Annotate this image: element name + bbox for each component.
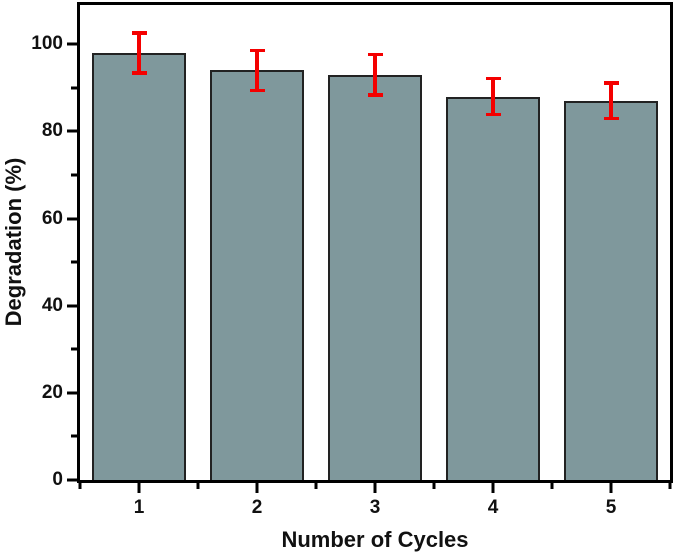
x-minor-tick	[314, 483, 318, 489]
bar	[91, 52, 187, 480]
x-tick-label: 5	[605, 497, 617, 518]
y-major-tick	[67, 304, 77, 308]
error-bar-part	[373, 52, 377, 97]
y-minor-tick	[71, 434, 77, 438]
error-bar-part	[485, 112, 501, 117]
x-major-tick	[609, 483, 613, 493]
error-bar-part	[485, 76, 501, 81]
y-tick-label: 100	[31, 33, 63, 55]
x-tick-label: 1	[133, 497, 145, 518]
bar	[563, 100, 659, 480]
error-bar-part	[249, 48, 265, 53]
error-bar-part	[131, 31, 147, 35]
x-minor-tick	[78, 483, 82, 489]
y-minor-tick	[71, 347, 77, 351]
y-major-tick	[67, 129, 77, 133]
y-minor-tick	[71, 86, 77, 90]
x-major-tick	[137, 483, 141, 493]
x-minor-tick	[550, 483, 554, 489]
error-bar	[249, 48, 265, 93]
y-major-tick	[67, 217, 77, 221]
error-bar-part	[367, 93, 383, 97]
error-bar	[603, 81, 619, 121]
x-tick-label: 4	[487, 497, 499, 518]
error-bar-part	[131, 71, 147, 75]
error-bar	[131, 31, 147, 75]
bar	[327, 74, 423, 480]
y-minor-tick	[71, 260, 77, 264]
error-bar-part	[249, 88, 265, 93]
x-minor-tick	[432, 483, 436, 489]
error-bar-part	[491, 76, 495, 117]
x-axis-title: Number of Cycles	[281, 527, 469, 552]
y-major-tick	[67, 478, 77, 482]
plot-area: 0 20 40 60 80 100 1 2 3 4 5	[31, 2, 673, 518]
x-major-tick	[373, 483, 377, 493]
y-major-tick	[67, 42, 77, 46]
y-tick-label: 20	[41, 381, 63, 403]
x-major-tick	[255, 483, 259, 493]
y-tick-label: 80	[41, 120, 63, 142]
x-minor-tick	[668, 483, 672, 489]
error-bar	[367, 52, 383, 97]
y-tick-label: 40	[41, 294, 63, 316]
x-minor-tick	[196, 483, 200, 489]
y-minor-tick	[71, 173, 77, 177]
y-tick-label: 0	[52, 469, 63, 490]
x-major-tick	[491, 483, 495, 493]
error-bar-part	[367, 52, 383, 57]
error-bar-part	[603, 81, 619, 85]
error-bar-part	[609, 81, 613, 121]
x-tick-label: 3	[369, 497, 381, 518]
error-bar-part	[255, 48, 259, 93]
y-tick-label: 60	[41, 207, 63, 229]
error-bar	[485, 76, 501, 117]
y-major-tick	[67, 391, 77, 395]
y-axis-title-text: Degradation (%)	[1, 157, 26, 327]
bar	[209, 70, 305, 480]
x-tick-label: 2	[251, 497, 263, 518]
bar	[445, 96, 541, 480]
error-bar-part	[137, 31, 141, 75]
error-bar-part	[603, 116, 619, 121]
